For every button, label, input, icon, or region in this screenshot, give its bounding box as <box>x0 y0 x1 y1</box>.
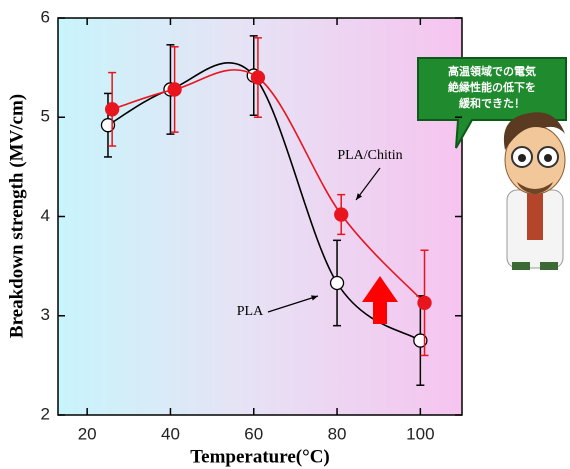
x-tick-label: 40 <box>161 424 180 443</box>
data-point <box>251 71 264 84</box>
chart: Temperature(°C) Breakdown strength (MV/c… <box>0 0 570 469</box>
data-point <box>168 83 181 96</box>
data-point <box>418 296 431 309</box>
x-tick-label: 60 <box>244 424 263 443</box>
x-tick-label: 20 <box>78 424 97 443</box>
y-tick-label: 4 <box>41 206 50 225</box>
series-label: PLA <box>237 304 264 319</box>
y-tick-label: 2 <box>41 404 50 423</box>
page: {"chart_data": {"type": "line", "x_label… <box>0 0 570 469</box>
professor-illustration <box>504 112 565 270</box>
x-axis-title: Temperature(°C) <box>190 446 330 467</box>
callout-line: 緩和できた！ <box>459 96 525 110</box>
x-tick-label: 100 <box>406 424 434 443</box>
y-tick-label: 6 <box>41 7 50 26</box>
data-point <box>335 208 348 221</box>
data-point <box>331 276 344 289</box>
callout-line: 高温領域での電気 <box>448 64 536 78</box>
callout-line: 絶縁性能の低下を <box>448 80 536 94</box>
data-point <box>106 103 119 116</box>
y-tick-label: 3 <box>41 305 50 324</box>
series-label: PLA/Chitin <box>337 148 402 163</box>
y-tick-label: 5 <box>41 107 50 126</box>
y-axis-title: Breakdown strength (MV/cm) <box>6 94 27 338</box>
x-tick-label: 80 <box>328 424 347 443</box>
